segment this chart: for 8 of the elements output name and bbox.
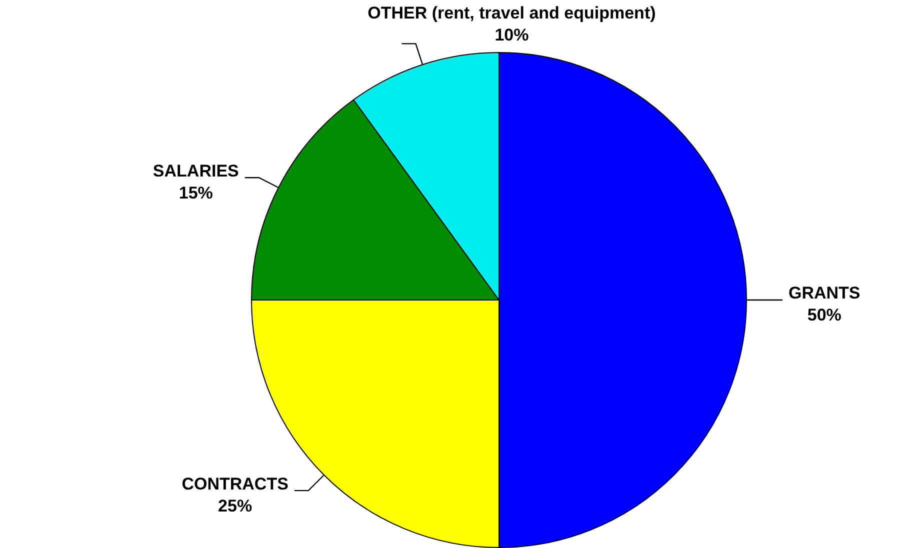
slice-label: SALARIES	[152, 161, 239, 180]
data-label: 50%	[807, 306, 842, 325]
data-label: 15%	[178, 183, 213, 202]
slice-label: OTHER (rent, travel and equipment)	[368, 3, 656, 22]
slice-label: GRANTS	[788, 284, 860, 303]
data-label: 25%	[218, 496, 252, 516]
data-label: 10%	[494, 25, 529, 44]
slice-label: CONTRACTS	[182, 474, 288, 494]
